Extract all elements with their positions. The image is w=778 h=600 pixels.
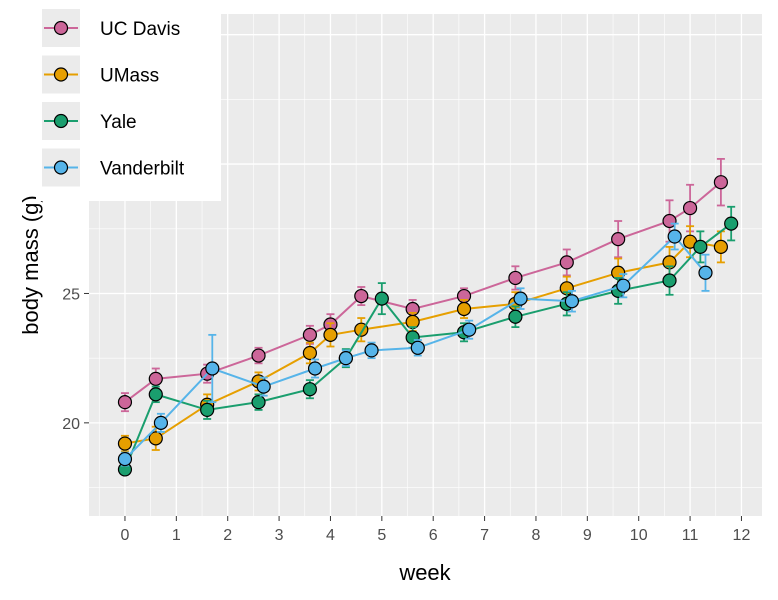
x-tick-label: 7: [480, 527, 489, 544]
data-point-yale: [302, 382, 318, 397]
data-point-vanderbilt: [698, 265, 713, 280]
y-axis-title: body mass (g): [18, 195, 43, 334]
x-axis-title: week: [398, 560, 451, 585]
series-vanderbilt: [117, 222, 713, 467]
data-point-vanderbilt: [338, 351, 353, 366]
x-tick-label: 0: [121, 527, 130, 544]
legend-key-marker: [53, 20, 69, 36]
major-gridlines: [89, 14, 762, 516]
legend-key-marker: [53, 160, 69, 175]
legend-key-marker: [53, 113, 69, 129]
data-point-uc-davis: [148, 371, 163, 386]
data-point-yale: [508, 309, 523, 324]
x-tick-label: 11: [682, 527, 699, 544]
x-tick-label: 8: [532, 527, 541, 544]
legend-item-vanderbilt: Vanderbilt: [42, 148, 185, 187]
data-point-umass: [117, 436, 133, 451]
data-point-vanderbilt: [117, 451, 133, 467]
data-point-vanderbilt: [205, 361, 220, 376]
data-point-uc-davis: [251, 348, 266, 363]
x-tick-label: 3: [275, 527, 284, 544]
legend-item-uc-davis: UC Davis: [42, 9, 180, 47]
x-tick-label: 2: [223, 527, 232, 544]
x-tick-label: 1: [172, 527, 181, 544]
x-tick-label: 4: [326, 527, 335, 544]
data-point-yale: [662, 273, 677, 288]
legend: UC Davis UMass Yale Vanderbilt: [36, 0, 221, 201]
data-point-uc-davis: [117, 395, 133, 410]
data-point-uc-davis: [302, 327, 318, 342]
data-point-vanderbilt: [153, 415, 169, 430]
y-tick-label: 25: [62, 286, 80, 303]
data-point-vanderbilt: [616, 278, 631, 293]
x-tick-label: 5: [377, 527, 386, 544]
series-line-vanderbilt: [124, 235, 707, 460]
legend-label-umass: UMass: [100, 66, 159, 87]
x-tick-label: 12: [733, 527, 751, 544]
data-point-umass: [323, 327, 338, 342]
data-point-vanderbilt: [667, 229, 682, 244]
data-point-uc-davis: [354, 288, 369, 304]
x-tick-label: 10: [630, 527, 648, 544]
data-point-vanderbilt: [462, 322, 477, 337]
data-point-vanderbilt: [513, 291, 528, 306]
data-point-uc-davis: [508, 270, 523, 286]
data-point-yale: [148, 387, 163, 402]
legend-item-umass: UMass: [42, 55, 159, 94]
x-tick-label: 6: [429, 527, 438, 544]
data-point-uc-davis: [611, 232, 626, 247]
data-point-umass: [302, 345, 318, 361]
data-point-umass: [713, 239, 729, 254]
legend-label-uc-davis: UC Davis: [100, 19, 180, 40]
data-point-yale: [200, 402, 215, 418]
data-point-umass: [456, 301, 472, 317]
series-layer: [117, 158, 739, 477]
legend-key-marker: [53, 67, 69, 82]
data-point-yale: [374, 291, 389, 306]
data-point-vanderbilt: [307, 361, 323, 376]
x-axis: 0 1 2 3 4 5 6 7 8 9 10 11 12: [121, 516, 751, 544]
data-point-uc-davis: [559, 255, 574, 270]
legend-label-vanderbilt: Vanderbilt: [100, 159, 185, 180]
x-tick-label: 9: [583, 527, 592, 544]
data-point-vanderbilt: [364, 343, 379, 358]
y-tick-label: 20: [62, 416, 80, 433]
series-umass: [117, 225, 729, 453]
data-point-yale: [251, 395, 266, 410]
legend-label-yale: Yale: [100, 112, 137, 133]
data-point-yale: [693, 239, 708, 254]
legend-item-yale: Yale: [42, 102, 137, 140]
data-point-yale: [724, 216, 739, 231]
data-point-vanderbilt: [564, 294, 580, 309]
data-point-uc-davis: [682, 200, 698, 216]
data-point-vanderbilt: [256, 379, 271, 394]
data-point-uc-davis: [713, 175, 729, 190]
data-point-vanderbilt: [410, 340, 425, 355]
data-point-umass: [148, 431, 163, 446]
